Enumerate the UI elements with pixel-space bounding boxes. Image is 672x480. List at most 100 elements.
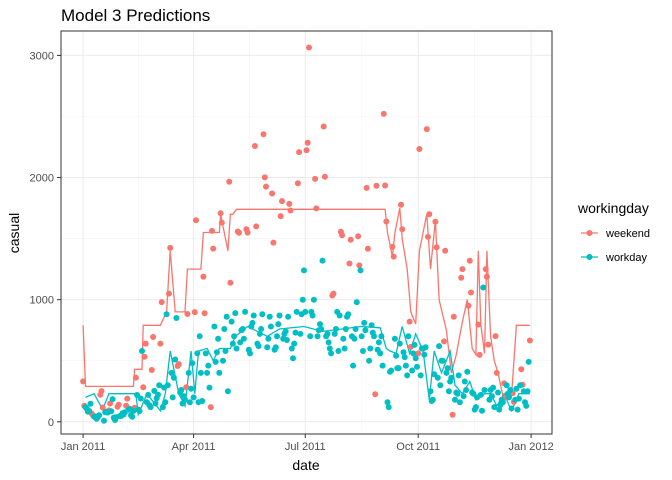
data-point-workday [293, 308, 300, 315]
data-point-workday [292, 329, 299, 336]
data-point-workday [443, 369, 450, 376]
data-point-workday [439, 357, 446, 364]
data-point-workday [437, 382, 444, 389]
data-point-workday [404, 372, 411, 379]
data-point-weekend [363, 184, 370, 191]
data-point-weekend [433, 244, 440, 251]
data-point-workday [328, 350, 335, 357]
x-axis: Jan 2011 Apr 2011 Jul 2011 Oct 2011 Jan 2012 [61, 434, 554, 453]
data-point-workday [307, 333, 314, 340]
data-point-weekend [355, 233, 362, 240]
data-point-weekend [184, 311, 191, 317]
data-point-workday [233, 345, 240, 352]
data-point-workday [409, 367, 416, 374]
data-point-workday [503, 382, 510, 389]
data-point-weekend [207, 404, 214, 411]
data-point-weekend [142, 340, 149, 347]
data-point-workday [173, 315, 180, 321]
data-point-workday [496, 406, 503, 413]
data-point-weekend [415, 350, 422, 357]
data-point-weekend [406, 318, 413, 325]
data-point-workday [445, 388, 452, 395]
x-tick-label: Apr 2011 [172, 441, 216, 453]
data-point-weekend [296, 149, 303, 156]
data-point-workday [310, 296, 317, 303]
data-point-workday [229, 340, 236, 347]
data-point-workday [259, 311, 266, 318]
data-point-workday [352, 326, 359, 332]
data-point-workday [250, 312, 257, 319]
data-point-weekend [468, 289, 474, 296]
data-point-workday [506, 394, 512, 401]
data-point-workday [109, 396, 116, 403]
data-point-workday [448, 374, 455, 381]
data-point-workday [223, 313, 230, 320]
data-point-workday [156, 382, 163, 389]
data-point-workday [463, 387, 470, 393]
data-point-workday [461, 378, 468, 385]
data-point-workday [427, 388, 434, 395]
data-point-workday [414, 363, 420, 370]
data-point-weekend [260, 131, 267, 138]
legend-title: workingday [577, 200, 649, 216]
data-point-workday [247, 350, 253, 357]
data-point-weekend [244, 229, 251, 236]
data-point-workday [385, 404, 392, 411]
data-point-workday [524, 388, 531, 395]
data-point-weekend [390, 253, 397, 260]
y-tick-label: 3000 [30, 50, 54, 62]
grid [61, 31, 552, 434]
data-point-workday [378, 333, 385, 340]
data-point-workday [362, 327, 369, 334]
data-point-workday [283, 337, 290, 343]
data-point-weekend [80, 378, 87, 385]
data-point-workday [108, 408, 115, 415]
data-point-workday [360, 348, 366, 354]
data-point-workday [211, 323, 218, 330]
data-point-workday [488, 393, 495, 400]
data-point-workday [481, 387, 488, 393]
data-point-weekend [450, 313, 457, 320]
data-point-workday [266, 313, 273, 320]
data-point-workday [213, 349, 220, 356]
data-point-workday [139, 348, 145, 354]
data-point-workday [318, 326, 325, 332]
data-point-workday [411, 341, 418, 348]
data-point-workday [341, 345, 348, 352]
y-axis-title: casual [6, 213, 22, 253]
data-point-weekend [482, 266, 489, 273]
data-point-weekend [459, 266, 466, 273]
data-point-workday [147, 404, 154, 411]
data-point-workday [172, 356, 179, 363]
data-point-weekend [263, 183, 269, 190]
data-point-weekend [98, 388, 105, 395]
data-point-workday [514, 406, 521, 413]
data-point-workday [375, 339, 382, 346]
data-point-workday [169, 394, 176, 401]
data-point-weekend [380, 110, 387, 117]
data-point-weekend [466, 257, 473, 264]
data-point-workday [290, 355, 296, 362]
data-point-weekend [320, 123, 327, 130]
data-point-workday [220, 357, 226, 364]
data-point-workday [205, 362, 212, 369]
data-point-workday [170, 374, 177, 381]
data-point-workday [325, 339, 332, 346]
data-point-workday [410, 350, 417, 357]
data-point-weekend [227, 279, 234, 286]
data-point-workday [159, 404, 166, 411]
data-point-workday [444, 365, 451, 372]
legend-label-workday: workday [605, 252, 647, 264]
data-point-workday [464, 368, 471, 375]
data-point-workday [388, 367, 395, 374]
data-point-weekend [251, 143, 258, 149]
data-point-workday [86, 408, 93, 414]
panel-border [60, 30, 553, 435]
data-point-workday [456, 399, 463, 406]
data-point-workday [367, 345, 374, 352]
data-point-workday [401, 354, 408, 361]
data-point-workday [137, 395, 144, 402]
data-point-weekend [193, 217, 199, 224]
data-point-workday [366, 357, 373, 364]
